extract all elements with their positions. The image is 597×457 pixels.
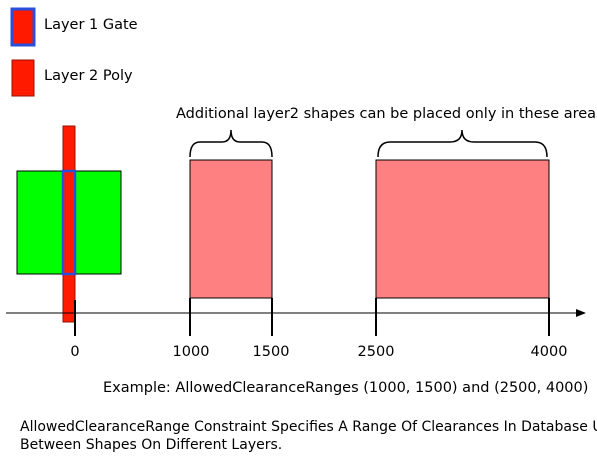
tick-label-0: 0	[70, 344, 80, 360]
poly-strip	[62, 125, 76, 323]
annotation-text: Additional layer2 shapes can be placed o…	[176, 106, 597, 122]
legend-label-poly: Layer 2 Poly	[44, 68, 133, 84]
allowed-area-2	[375, 159, 550, 299]
brace-1	[189, 129, 273, 158]
caption-line-1: AllowedClearanceRange Constraint Specifi…	[20, 419, 597, 435]
tick-label-4000: 4000	[530, 344, 568, 360]
tick-label-1500: 1500	[252, 344, 290, 360]
allowed-area-1	[189, 159, 273, 299]
legend-poly-swatch	[11, 59, 35, 97]
axis-arrowhead	[576, 309, 586, 317]
tick-label-1000: 1000	[172, 344, 210, 360]
brace-2	[377, 129, 548, 158]
legend-gate-swatch	[10, 7, 36, 47]
legend-label-gate: Layer 1 Gate	[44, 17, 138, 33]
tick-label-2500: 2500	[357, 344, 395, 360]
example-text: Example: AllowedClearanceRanges (1000, 1…	[103, 380, 589, 396]
gate-outline	[61, 169, 77, 276]
caption-line-2: Between Shapes On Different Layers.	[20, 437, 283, 453]
